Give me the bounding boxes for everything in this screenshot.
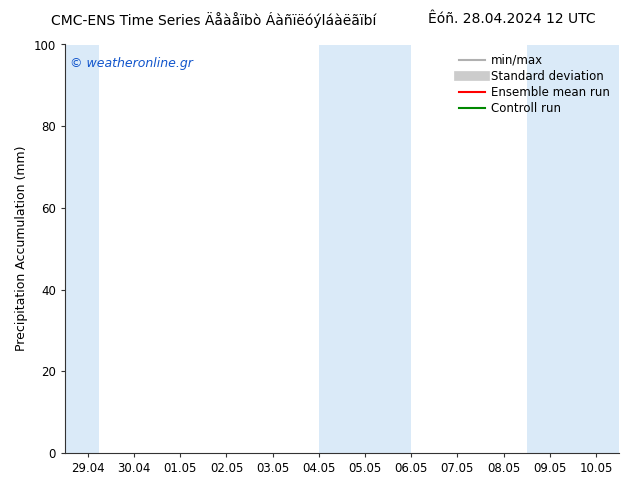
Text: Êóñ. 28.04.2024 12 UTC: Êóñ. 28.04.2024 12 UTC bbox=[429, 12, 596, 26]
Bar bbox=[527, 45, 619, 453]
Text: CMC-ENS Time Series Äåàåïbò Áàñïëóýláàëãïbí: CMC-ENS Time Series Äåàåïbò Áàñïëóýláàëã… bbox=[51, 12, 376, 28]
Bar bbox=[65, 45, 100, 453]
Legend: min/max, Standard deviation, Ensemble mean run, Controll run: min/max, Standard deviation, Ensemble me… bbox=[455, 50, 613, 119]
Bar bbox=[319, 45, 411, 453]
Y-axis label: Precipitation Accumulation (mm): Precipitation Accumulation (mm) bbox=[15, 146, 28, 351]
Text: © weatheronline.gr: © weatheronline.gr bbox=[70, 57, 193, 70]
